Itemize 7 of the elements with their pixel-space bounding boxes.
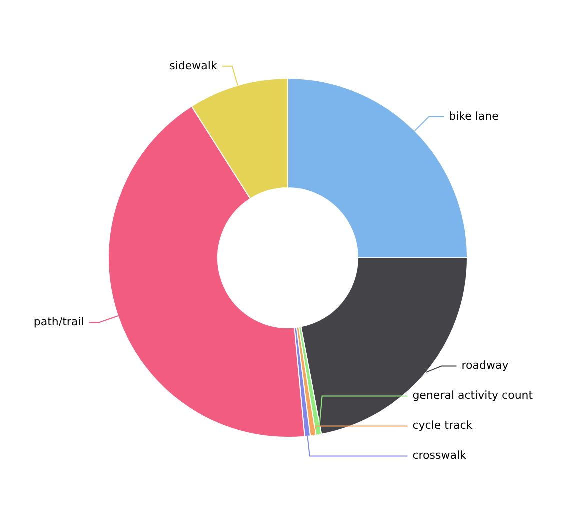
slice-label: path/trail (34, 315, 84, 328)
slice-label: roadway (462, 359, 510, 372)
slice-label: sidewalk (170, 59, 218, 72)
slice-label: cycle track (412, 419, 474, 432)
slice-label: bike lane (449, 110, 500, 123)
slice-label: crosswalk (412, 449, 468, 462)
slice-label: general activity count (412, 389, 534, 402)
